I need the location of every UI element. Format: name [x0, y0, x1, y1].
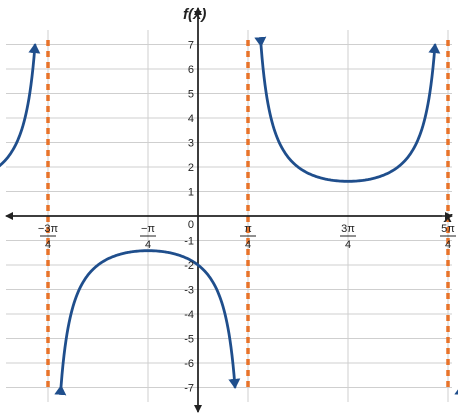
x-tick-denominator: 4 — [445, 239, 451, 251]
y-tick-label: -3 — [184, 285, 194, 297]
curve-branch — [54, 249, 241, 396]
x-tick-denominator: 4 — [245, 239, 251, 251]
x-tick-denominator: 4 — [345, 239, 351, 251]
labels: -7-6-5-4-3-2-112345670−7π4−5π4−3π4−π4π43… — [38, 40, 456, 395]
curve-branch — [0, 36, 41, 168]
curves — [0, 36, 458, 396]
x-tick-numerator: 5π — [441, 223, 455, 235]
y-tick-label: -6 — [184, 358, 194, 370]
y-tick-label: 1 — [188, 187, 194, 199]
axes — [5, 7, 453, 413]
y-zero-label: 0 — [188, 219, 194, 231]
y-tick-label: -4 — [184, 309, 194, 321]
y-tick-label: -2 — [184, 260, 194, 272]
x-tick-numerator: π — [244, 223, 252, 235]
x-tick-numerator: −3π — [38, 223, 59, 235]
y-tick-label: 3 — [188, 138, 194, 150]
y-tick-label: -5 — [184, 334, 194, 346]
y-tick-label: -1 — [184, 236, 194, 248]
y-tick-label: 7 — [188, 40, 194, 52]
y-tick-label: -7 — [184, 383, 194, 395]
x-tick-numerator: −π — [141, 223, 155, 235]
y-tick-label: 5 — [188, 89, 194, 101]
x-tick-numerator: 3π — [341, 223, 355, 235]
y-axis-title: f(x) — [183, 6, 206, 23]
x-tick-denominator: 4 — [45, 239, 51, 251]
y-tick-label: 4 — [188, 113, 194, 125]
curve-branch — [254, 36, 441, 183]
y-tick-label: 2 — [188, 162, 194, 174]
x-tick-denominator: 4 — [145, 239, 151, 251]
y-tick-label: 6 — [188, 64, 194, 76]
x-axis-title: x — [443, 209, 453, 226]
